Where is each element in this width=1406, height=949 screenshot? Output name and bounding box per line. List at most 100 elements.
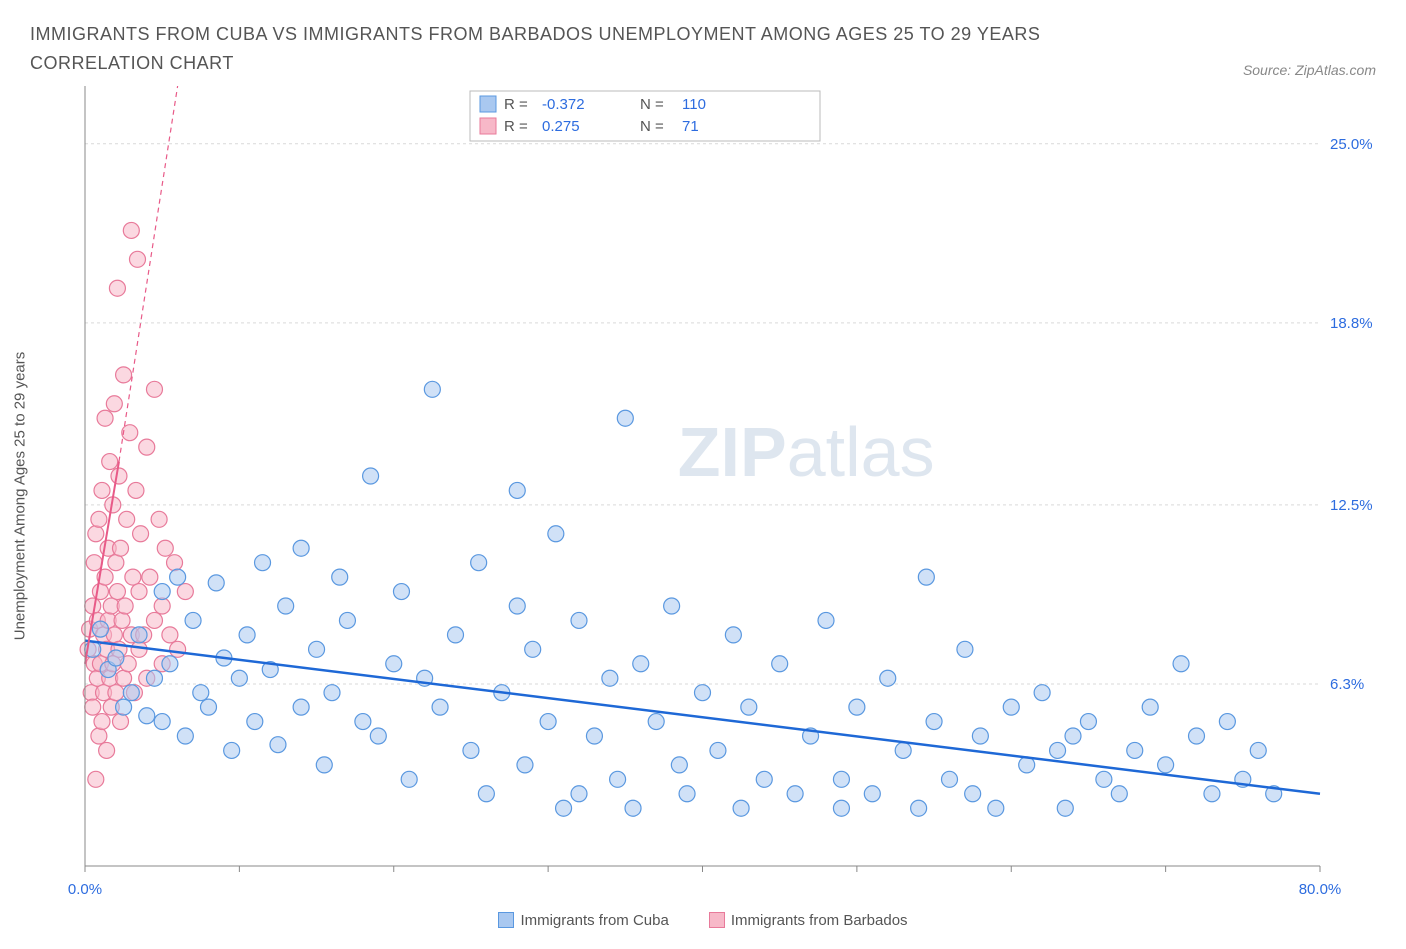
data-point — [85, 598, 101, 614]
data-point — [926, 713, 942, 729]
data-point — [1057, 800, 1073, 816]
data-point — [772, 655, 788, 671]
data-point — [787, 785, 803, 801]
data-point — [355, 713, 371, 729]
data-point — [170, 641, 186, 657]
data-point — [201, 699, 217, 715]
data-point — [125, 569, 141, 585]
data-point — [116, 670, 132, 686]
data-point — [633, 655, 649, 671]
legend-swatch — [480, 118, 496, 134]
data-point — [99, 742, 115, 758]
data-point — [864, 785, 880, 801]
data-point — [725, 626, 741, 642]
data-point — [177, 583, 193, 599]
data-point — [108, 554, 124, 570]
data-point — [988, 800, 1004, 816]
data-point — [571, 612, 587, 628]
data-point — [151, 511, 167, 527]
data-point — [255, 554, 271, 570]
data-point — [833, 800, 849, 816]
chart-header: IMMIGRANTS FROM CUBA VS IMMIGRANTS FROM … — [30, 20, 1376, 78]
data-point — [942, 771, 958, 787]
data-point — [424, 381, 440, 397]
data-point — [432, 699, 448, 715]
data-point — [142, 569, 158, 585]
legend-n-value: 110 — [682, 96, 706, 113]
data-point — [88, 525, 104, 541]
data-point — [741, 699, 757, 715]
data-point — [162, 626, 178, 642]
data-point — [92, 583, 108, 599]
data-point — [393, 583, 409, 599]
series-legend: Immigrants from Cuba Immigrants from Barb… — [30, 912, 1376, 929]
data-point — [162, 655, 178, 671]
data-point — [339, 612, 355, 628]
data-point — [548, 525, 564, 541]
data-point — [122, 424, 138, 440]
watermark: ZIPatlas — [678, 413, 935, 491]
data-point — [509, 598, 525, 614]
data-point — [154, 598, 170, 614]
data-point — [114, 612, 130, 628]
data-point — [880, 670, 896, 686]
data-point — [1096, 771, 1112, 787]
data-point — [1189, 728, 1205, 744]
data-point — [146, 670, 162, 686]
data-point — [146, 612, 162, 628]
legend-item: Immigrants from Barbados — [709, 912, 908, 929]
data-point — [270, 736, 286, 752]
data-point — [316, 756, 332, 772]
legend-label: Immigrants from Barbados — [731, 912, 908, 929]
data-point — [111, 468, 127, 484]
data-point — [1250, 742, 1266, 758]
data-point — [1050, 742, 1066, 758]
data-point — [471, 554, 487, 570]
trend-line-extrapolated — [119, 86, 178, 462]
data-point — [154, 583, 170, 599]
data-point — [965, 785, 981, 801]
chart-container: Unemployment Among Ages 25 to 29 years 6… — [30, 86, 1376, 906]
data-point — [208, 574, 224, 590]
data-point — [113, 713, 129, 729]
data-point — [139, 439, 155, 455]
legend-swatch — [480, 96, 496, 112]
data-point — [94, 482, 110, 498]
data-point — [293, 699, 309, 715]
data-point — [123, 222, 139, 238]
data-point — [128, 482, 144, 498]
legend-r-label: R = — [504, 96, 528, 113]
x-tick-label: 0.0% — [68, 881, 102, 898]
data-point — [972, 728, 988, 744]
legend-item: Immigrants from Cuba — [498, 912, 668, 929]
data-point — [1158, 756, 1174, 772]
data-point — [167, 554, 183, 570]
data-point — [131, 583, 147, 599]
legend-n-label: N = — [640, 96, 664, 113]
data-point — [478, 785, 494, 801]
data-point — [108, 650, 124, 666]
data-point — [247, 713, 263, 729]
data-point — [463, 742, 479, 758]
data-point — [91, 511, 107, 527]
data-point — [94, 713, 110, 729]
data-point — [85, 699, 101, 715]
data-point — [525, 641, 541, 657]
data-point — [1080, 713, 1096, 729]
data-point — [1219, 713, 1235, 729]
x-tick-label: 80.0% — [1299, 881, 1342, 898]
data-point — [918, 569, 934, 585]
data-point — [1127, 742, 1143, 758]
data-point — [710, 742, 726, 758]
legend-r-value: 0.275 — [542, 118, 580, 135]
legend-n-label: N = — [640, 118, 664, 135]
data-point — [664, 598, 680, 614]
data-point — [146, 381, 162, 397]
data-point — [1142, 699, 1158, 715]
data-point — [123, 684, 139, 700]
legend-n-value: 71 — [682, 118, 699, 135]
data-point — [116, 699, 132, 715]
y-tick-label: 6.3% — [1330, 676, 1364, 693]
data-point — [119, 511, 135, 527]
data-point — [131, 626, 147, 642]
